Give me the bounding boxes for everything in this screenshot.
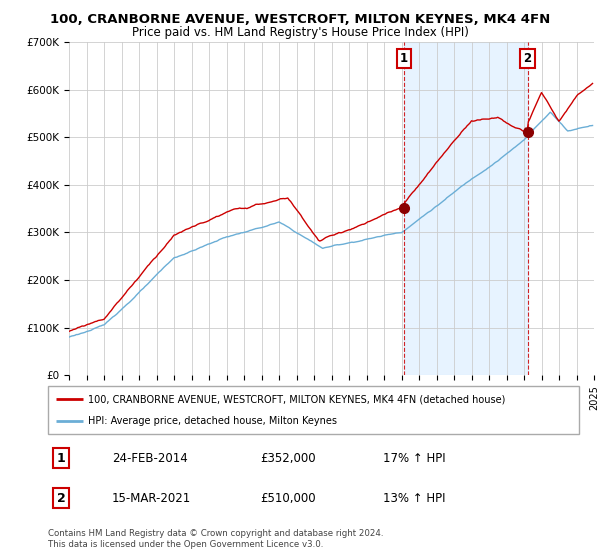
Text: 100, CRANBORNE AVENUE, WESTCROFT, MILTON KEYNES, MK4 4FN: 100, CRANBORNE AVENUE, WESTCROFT, MILTON… [50, 13, 550, 26]
Text: £510,000: £510,000 [260, 492, 316, 505]
FancyBboxPatch shape [48, 386, 579, 434]
Text: £352,000: £352,000 [260, 451, 316, 465]
Text: 2: 2 [57, 492, 65, 505]
Text: 1: 1 [57, 451, 65, 465]
Text: HPI: Average price, detached house, Milton Keynes: HPI: Average price, detached house, Milt… [88, 416, 337, 426]
Text: 2: 2 [523, 52, 532, 65]
Bar [404, 42, 527, 375]
Text: 15-MAR-2021: 15-MAR-2021 [112, 492, 191, 505]
Text: 13% ↑ HPI: 13% ↑ HPI [383, 492, 445, 505]
Text: Price paid vs. HM Land Registry's House Price Index (HPI): Price paid vs. HM Land Registry's House … [131, 26, 469, 39]
Text: Contains HM Land Registry data © Crown copyright and database right 2024.
This d: Contains HM Land Registry data © Crown c… [48, 529, 383, 549]
Text: 24-FEB-2014: 24-FEB-2014 [112, 451, 187, 465]
Text: 1: 1 [400, 52, 407, 65]
Text: 100, CRANBORNE AVENUE, WESTCROFT, MILTON KEYNES, MK4 4FN (detached house): 100, CRANBORNE AVENUE, WESTCROFT, MILTON… [88, 394, 505, 404]
Text: 17% ↑ HPI: 17% ↑ HPI [383, 451, 445, 465]
